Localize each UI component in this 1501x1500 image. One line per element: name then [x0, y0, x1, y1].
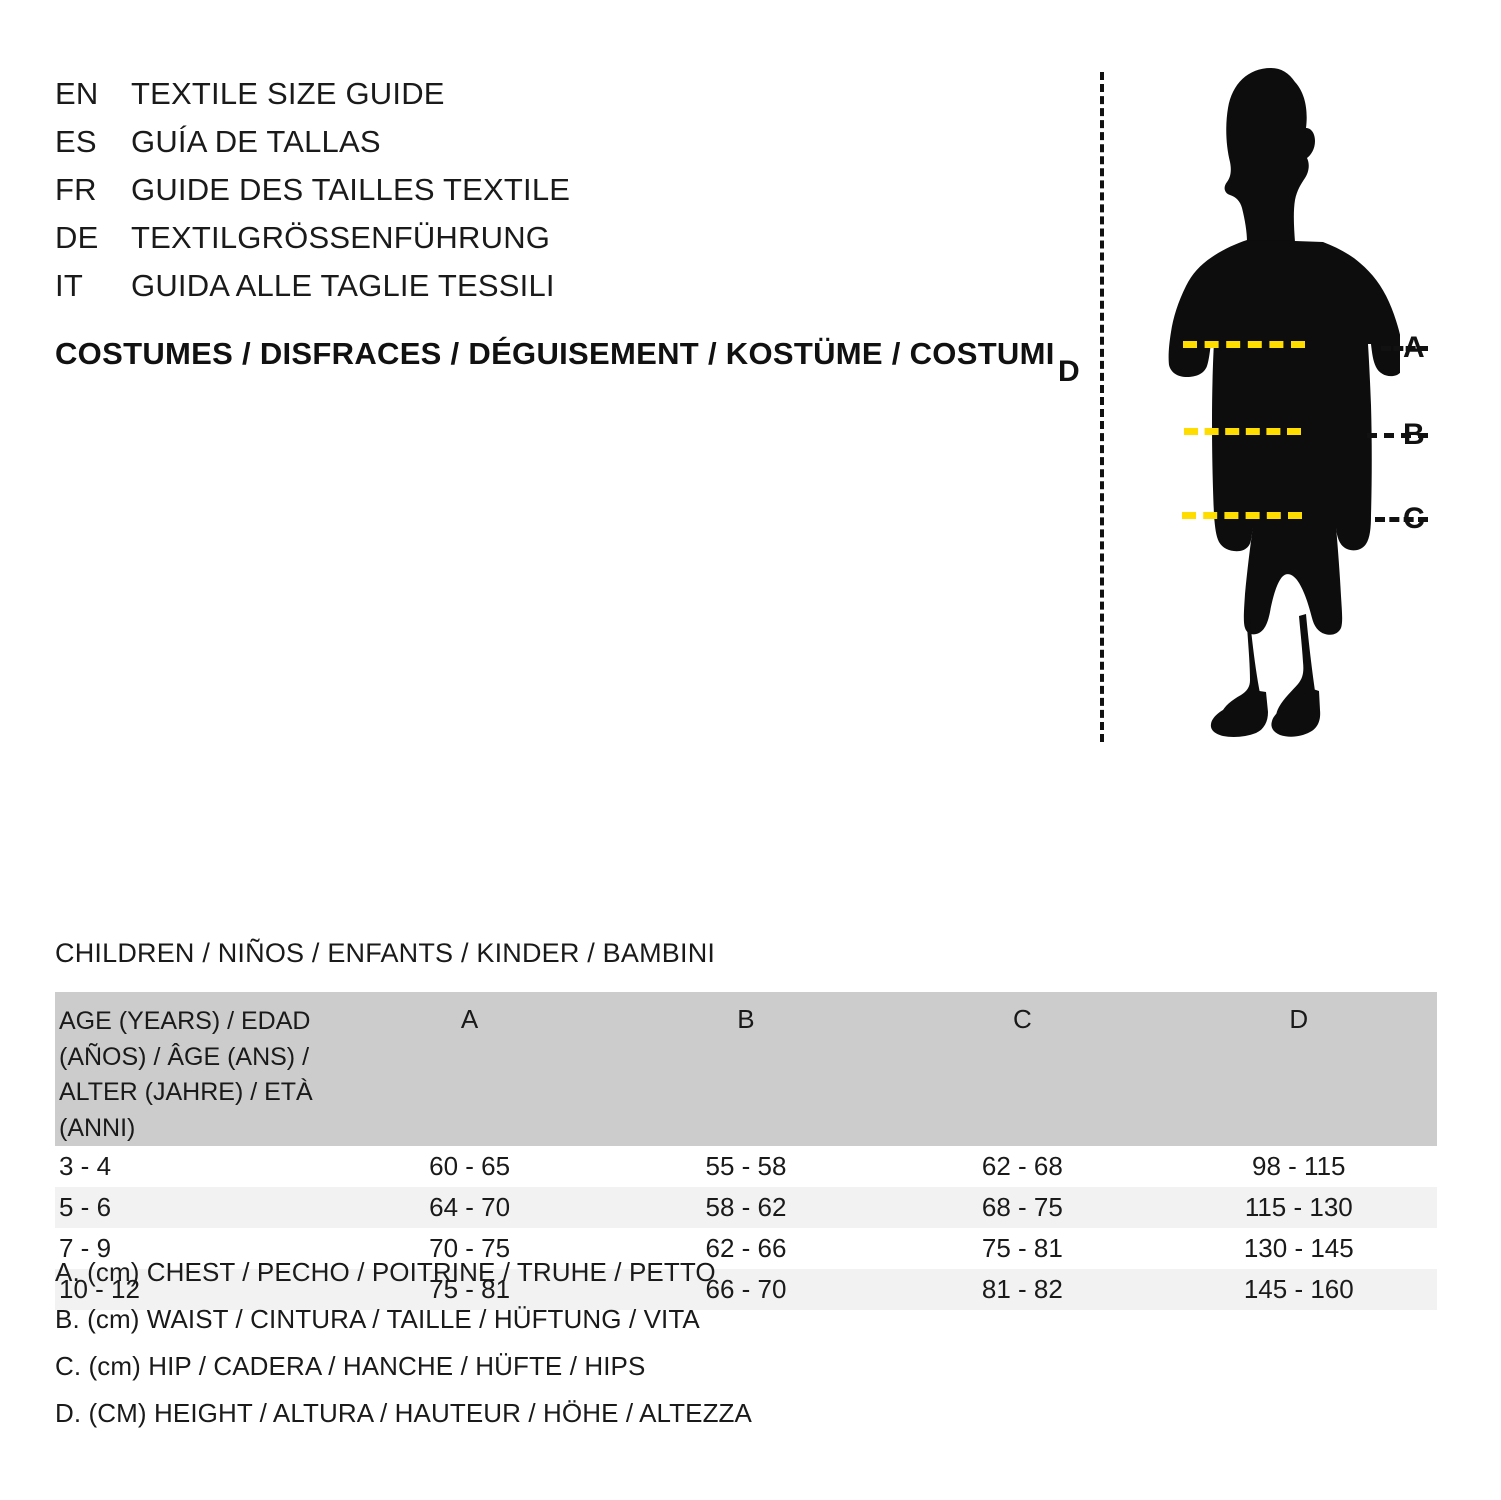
language-code-es: ES	[55, 124, 97, 159]
column-header-age: AGE (YEARS) / EDAD (AÑOS) / ÂGE (ANS) / …	[55, 992, 331, 1146]
height-reference-dashed-line	[1100, 72, 1104, 742]
category-line: COSTUMES / DISFRACES / DÉGUISEMENT / KOS…	[55, 336, 1055, 371]
chest-measure-line	[1183, 341, 1305, 348]
column-header-c: C	[1012, 1004, 1032, 1034]
legend-item-height: D. (CM) HEIGHT / ALTURA / HAUTEUR / HÖHE…	[55, 1398, 752, 1428]
column-header-b: B	[737, 1004, 755, 1034]
language-row-fr: FR GUIDE DES TAILLES TEXTILE	[55, 172, 675, 220]
cell-chest: 64 - 70	[429, 1192, 511, 1222]
column-header-age-line2: ALTER (JAHRE) / ETÀ (ANNI)	[59, 1078, 313, 1142]
cell-age: 7 - 9	[59, 1233, 112, 1263]
language-code-fr: FR	[55, 172, 97, 207]
waist-leader-line	[1367, 433, 1428, 438]
table-body: 3 - 4 60 - 65 55 - 58 62 - 68 98 - 115 5…	[55, 1146, 1437, 1310]
column-header-age-line1: AGE (YEARS) / EDAD (AÑOS) / ÂGE (ANS) /	[59, 1007, 311, 1071]
cell-waist: 62 - 66	[705, 1233, 787, 1263]
measurement-label-c: C	[1403, 502, 1425, 535]
measurement-label-b: B	[1403, 418, 1425, 451]
table-caption: CHILDREN / NIÑOS / ENFANTS / KINDER / BA…	[55, 938, 716, 968]
measurement-label-a: A	[1403, 331, 1425, 364]
table-header: AGE (YEARS) / EDAD (AÑOS) / ÂGE (ANS) / …	[55, 992, 1437, 1146]
measurement-label-d: D	[1058, 355, 1080, 388]
language-title-en: TEXTILE SIZE GUIDE	[131, 76, 445, 111]
table-row: 3 - 4 60 - 65 55 - 58 62 - 68 98 - 115	[55, 1146, 1437, 1187]
cell-height: 145 - 160	[1243, 1274, 1354, 1304]
cell-waist: 55 - 58	[705, 1151, 787, 1181]
legend: A. (cm) CHEST / PECHO / POITRINE / TRUHE…	[55, 1249, 955, 1437]
waist-measure-line	[1184, 428, 1301, 435]
chest-leader-line	[1381, 346, 1428, 351]
hip-leader-line	[1375, 517, 1428, 522]
cell-chest: 70 - 75	[429, 1233, 511, 1263]
language-row-de: DE TEXTILGRÖSSENFÜHRUNG	[55, 220, 675, 268]
cell-chest: 75 - 81	[429, 1274, 511, 1304]
language-title-de: TEXTILGRÖSSENFÜHRUNG	[131, 220, 551, 255]
column-header-d: D	[1289, 1004, 1309, 1034]
table-header-row: AGE (YEARS) / EDAD (AÑOS) / ÂGE (ANS) / …	[55, 992, 1437, 1146]
legend-item-hip: C. (cm) HIP / CADERA / HANCHE / HÜFTE / …	[55, 1351, 646, 1381]
table-row: 10 - 12 75 - 81 66 - 70 81 - 82 145 - 16…	[55, 1269, 1437, 1310]
language-title-es: GUÍA DE TALLAS	[131, 124, 381, 159]
cell-waist: 58 - 62	[705, 1192, 787, 1222]
language-code-en: EN	[55, 76, 99, 111]
legend-item-waist: B. (cm) WAIST / CINTURA / TAILLE / HÜFTU…	[55, 1304, 700, 1334]
cell-chest: 60 - 65	[429, 1151, 511, 1181]
language-title-fr: GUIDE DES TAILLES TEXTILE	[131, 172, 571, 207]
cell-hip: 68 - 75	[981, 1192, 1063, 1222]
language-row-en: EN TEXTILE SIZE GUIDE	[55, 76, 675, 124]
cell-height: 98 - 115	[1252, 1151, 1346, 1181]
language-row-es: ES GUÍA DE TALLAS	[55, 124, 675, 172]
child-silhouette-icon	[1168, 68, 1400, 737]
table-row: 7 - 9 70 - 75 62 - 66 75 - 81 130 - 145	[55, 1228, 1437, 1269]
cell-height: 115 - 130	[1244, 1192, 1353, 1222]
column-header-a: A	[460, 1004, 479, 1034]
cell-hip: 81 - 82	[981, 1274, 1063, 1304]
legend-item-chest: A. (cm) CHEST / PECHO / POITRINE / TRUHE…	[55, 1257, 716, 1287]
cell-waist: 66 - 70	[705, 1274, 787, 1304]
language-code-de: DE	[55, 220, 99, 255]
size-table: AGE (YEARS) / EDAD (AÑOS) / ÂGE (ANS) / …	[55, 992, 1437, 1310]
figure-area: D A B C	[1040, 60, 1470, 760]
cell-hip: 75 - 81	[981, 1233, 1063, 1263]
language-title-block: EN TEXTILE SIZE GUIDE ES GUÍA DE TALLAS …	[55, 76, 675, 316]
hip-measure-line	[1182, 512, 1302, 519]
cell-height: 130 - 145	[1243, 1233, 1354, 1263]
table-row: 5 - 6 64 - 70 58 - 62 68 - 75 115 - 130	[55, 1187, 1437, 1228]
cell-age: 5 - 6	[59, 1192, 112, 1222]
language-row-it: IT GUIDA ALLE TAGLIE TESSILI	[55, 268, 675, 316]
language-code-it: IT	[55, 268, 83, 303]
cell-hip: 62 - 68	[981, 1151, 1063, 1181]
language-title-it: GUIDA ALLE TAGLIE TESSILI	[131, 268, 555, 303]
cell-age: 10 - 12	[59, 1274, 140, 1304]
cell-age: 3 - 4	[59, 1151, 112, 1181]
